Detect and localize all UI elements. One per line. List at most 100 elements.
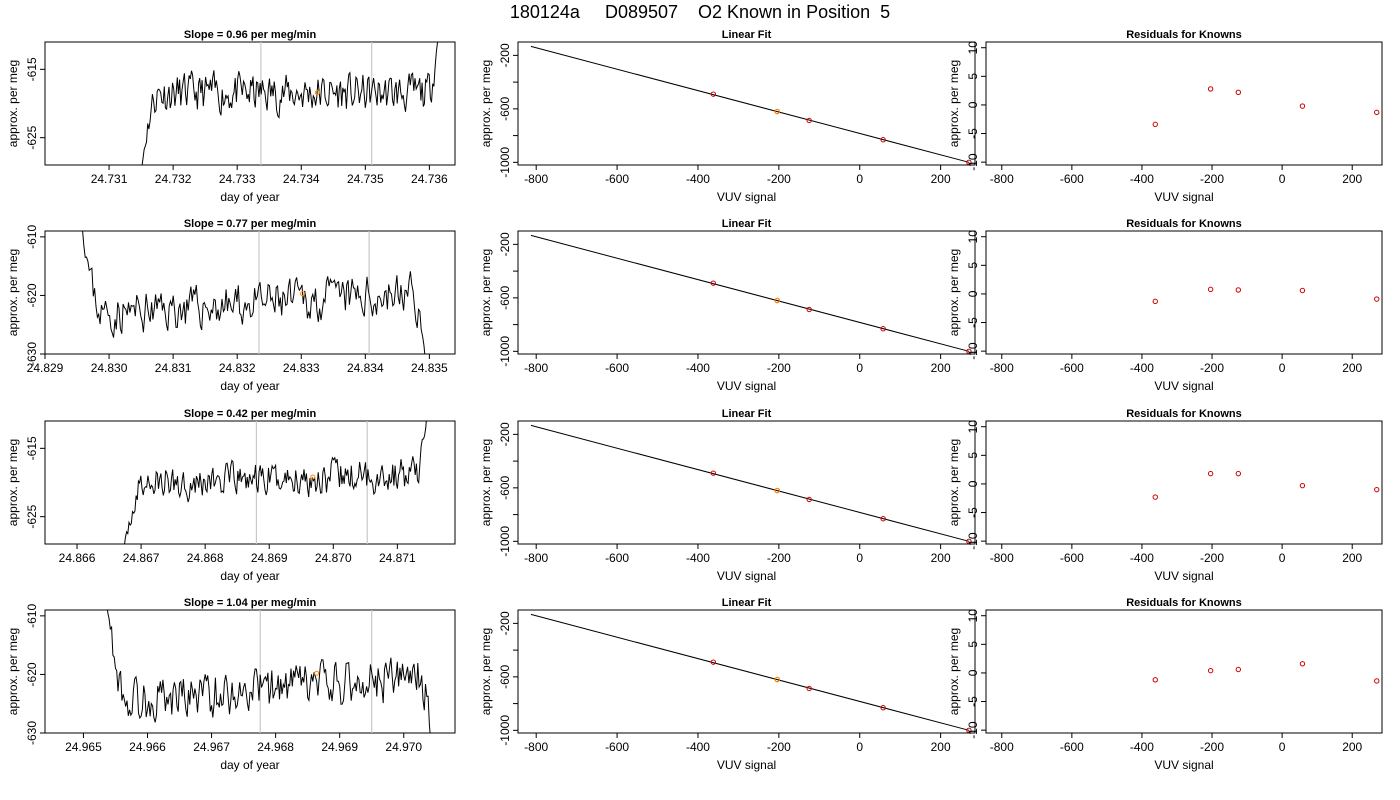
panel-title: Residuals for Knowns — [1126, 218, 1242, 230]
x-axis-label: VUV signal — [1154, 569, 1213, 583]
y-tick-label: -5 — [966, 507, 980, 518]
x-tick-label: -800 — [990, 740, 1014, 754]
y-axis-label: approx. per meg — [479, 60, 493, 147]
fit-line — [530, 613, 970, 731]
fit-line — [530, 234, 970, 352]
y-tick-label: -200 — [498, 611, 512, 635]
y-axis-label: approx. per meg — [947, 249, 961, 336]
x-axis-label: VUV signal — [717, 758, 776, 772]
data-point — [710, 659, 717, 665]
x-tick-label: -600 — [605, 551, 629, 565]
panel-title: Residuals for Knowns — [1126, 597, 1242, 609]
x-tick-label: 24.871 — [379, 551, 416, 565]
x-tick-label: 24.866 — [59, 551, 96, 565]
x-tick-label: -400 — [1130, 172, 1154, 186]
x-tick-label: -200 — [767, 740, 791, 754]
current-point-marker — [314, 670, 320, 676]
y-axis-label: approx. per meg — [947, 60, 961, 147]
data-point — [1374, 486, 1380, 493]
x-tick-label: -600 — [605, 361, 629, 375]
y-tick-label: -200 — [498, 43, 512, 67]
x-axis-label: VUV signal — [717, 569, 776, 583]
x-tick-label: 0 — [856, 740, 863, 754]
y-tick-label: -620 — [25, 283, 39, 307]
plot-frame — [985, 230, 1383, 355]
y-tick-label: 0 — [966, 669, 980, 676]
x-axis-label: day of year — [220, 569, 279, 583]
plot-area — [1152, 470, 1380, 500]
y-axis-label: approx. per meg — [947, 439, 961, 526]
x-tick-label: 0 — [1279, 361, 1286, 375]
panel-title: Linear Fit — [722, 408, 772, 420]
y-tick-label: 5 — [966, 452, 980, 459]
y-tick-label: -610 — [25, 604, 39, 628]
data-point — [710, 280, 717, 286]
y-axis-label: approx. per meg — [6, 439, 20, 526]
panel-1-1: Slope = 0.96 per meg/min 24.731 24.732 24.7… — [6, 29, 456, 204]
panel-4-3: Residuals for Knowns -800 -600 -400 -200 0 200… — [947, 597, 1383, 772]
panel-title: Slope = 0.77 per meg/min — [184, 218, 317, 230]
data-point — [1235, 89, 1242, 96]
data-point — [1207, 86, 1214, 92]
y-tick-label: -200 — [498, 232, 512, 256]
panel-title: Slope = 1.04 per meg/min — [184, 597, 317, 609]
y-tick-label: 0 — [966, 480, 980, 487]
y-tick-label: 0 — [966, 290, 980, 297]
panel-title: Linear Fit — [722, 218, 772, 230]
plot-area — [530, 424, 972, 544]
fit-line — [530, 45, 970, 163]
x-axis-label: day of year — [220, 758, 279, 772]
data-point — [1152, 494, 1158, 500]
panel-2-3: Residuals for Knowns -800 -600 -400 -200 0 200… — [947, 218, 1383, 393]
panel-title: Slope = 0.42 per meg/min — [184, 408, 317, 420]
x-tick-label: 0 — [1279, 740, 1286, 754]
panel-title: Residuals for Knowns — [1126, 408, 1242, 420]
y-axis-label: approx. per meg — [479, 249, 493, 336]
x-tick-label: 24.867 — [123, 551, 160, 565]
x-tick-label: 0 — [856, 551, 863, 565]
x-tick-label: -200 — [767, 551, 791, 565]
panel-title: Slope = 0.96 per meg/min — [184, 29, 317, 41]
plot-area — [1152, 86, 1380, 128]
x-axis-label: VUV signal — [1154, 190, 1213, 204]
x-tick-label: 24.835 — [411, 361, 448, 375]
y-tick-label: 10 — [966, 420, 980, 434]
data-point — [1299, 103, 1306, 109]
figure-title: 180124a D089507 O2 Known in Position 5 — [509, 2, 891, 22]
x-tick-label: 24.970 — [385, 740, 422, 754]
x-tick-label: 24.869 — [251, 551, 288, 565]
y-tick-label: 0 — [966, 101, 980, 108]
panel-3-2: Linear Fit -800 -600 -400 -200 0 200 -200 -600 -1… — [479, 408, 976, 583]
y-tick-label: -615 — [25, 436, 39, 460]
panel-2-2: Linear Fit -800 -600 -400 -200 0 200 -200 -600 -1… — [479, 218, 976, 393]
plot-frame — [44, 609, 456, 734]
x-axis-label: VUV signal — [1154, 758, 1213, 772]
series-line — [141, 42, 439, 165]
data-point — [806, 496, 812, 503]
x-tick-label: 24.732 — [155, 172, 192, 186]
y-tick-label: -1000 — [498, 526, 512, 557]
plot-frame — [985, 609, 1383, 734]
x-tick-label: 24.731 — [91, 172, 128, 186]
x-tick-label: -400 — [1130, 551, 1154, 565]
x-tick-label: -800 — [990, 361, 1014, 375]
plot-area — [141, 42, 439, 165]
y-tick-label: -600 — [498, 476, 512, 500]
x-tick-label: -400 — [1130, 740, 1154, 754]
plot-area — [1152, 661, 1380, 684]
x-tick-label: -200 — [1200, 740, 1224, 754]
x-tick-label: -600 — [605, 740, 629, 754]
x-tick-label: 24.832 — [219, 361, 256, 375]
series-line — [124, 421, 427, 544]
y-tick-label: -600 — [498, 286, 512, 310]
data-point — [1299, 482, 1306, 489]
x-tick-label: 24.966 — [129, 740, 166, 754]
plot-frame — [44, 230, 456, 355]
y-axis-label: approx. per meg — [947, 628, 961, 715]
x-axis-label: VUV signal — [1154, 379, 1213, 393]
y-tick-label: -625 — [25, 504, 39, 528]
x-tick-label: 200 — [931, 740, 951, 754]
plot-frame — [985, 41, 1383, 166]
data-point — [1152, 121, 1158, 128]
